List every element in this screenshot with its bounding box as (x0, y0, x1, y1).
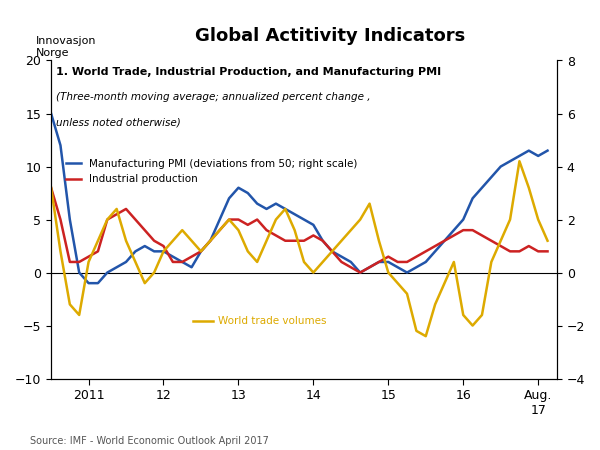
Text: Innovasjon
Norge: Innovasjon Norge (36, 36, 97, 58)
Text: Source: IMF - World Economic Outlook April 2017: Source: IMF - World Economic Outlook Apr… (30, 436, 269, 446)
Text: 1. World Trade, Industrial Production, and Manufacturing PMI: 1. World Trade, Industrial Production, a… (56, 67, 441, 77)
Text: Global Actitivity Indicators: Global Actitivity Indicators (195, 27, 465, 45)
Text: unless noted otherwise): unless noted otherwise) (56, 118, 181, 128)
Text: (Three-month moving average; annualized percent change ,: (Three-month moving average; annualized … (56, 92, 371, 102)
Text: World trade volumes: World trade volumes (218, 316, 326, 326)
Legend: Manufacturing PMI (deviations from 50; right scale), Industrial production: Manufacturing PMI (deviations from 50; r… (61, 155, 362, 188)
